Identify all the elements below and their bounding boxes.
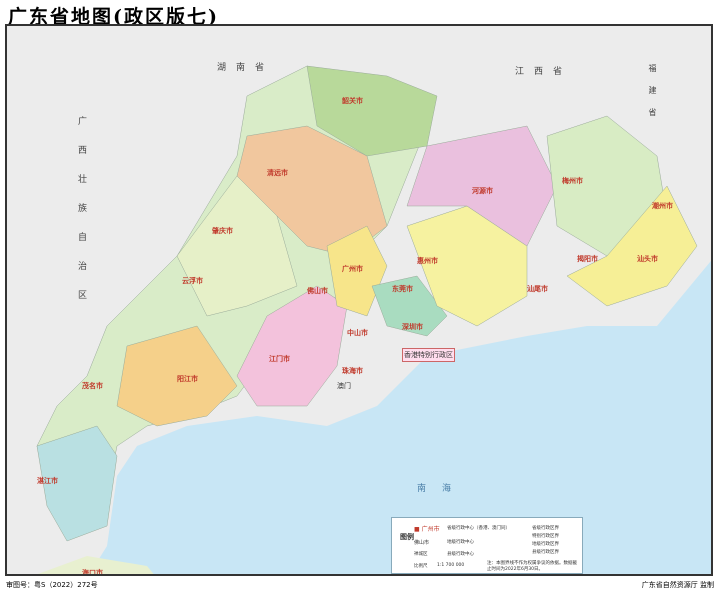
hainan [37,556,154,574]
legend-title: 图例 [400,533,414,541]
approval-number: 审图号：粤S（2022）272号 [6,581,98,589]
city-label[interactable]: 湛江市 [37,477,58,485]
label-fujian: 福建省 [648,64,657,130]
city-label[interactable]: 茂名市 [82,382,103,390]
city-label[interactable]: 清远市 [267,169,288,177]
legend-line-sar: 特别行政区界 [532,534,559,539]
legend-note: 注：本图界线不作为权属争议的依据。数据截止时间为2022年6月30日。 [487,561,577,572]
zhanjiang [36,425,118,542]
city-label[interactable]: 肇庆市 [212,227,233,235]
legend-county-center: 禅城区 [414,552,428,557]
legend-line-provincial: 省级行政区界 [532,526,559,531]
city-label[interactable]: 揭阳市 [577,255,598,263]
city-label[interactable]: 惠州市 [417,257,438,265]
maoming-yangjiang [116,325,238,427]
city-label[interactable]: 汕头市 [637,255,658,263]
label-jiangxi: 江西省 [515,67,573,77]
label-south-china-sea: 南海 [417,484,468,494]
city-label[interactable]: 梅州市 [562,177,583,185]
map-legend: 图例 ■ 广州市 省级行政中心（香港、澳门同） 佛山市 地级行政中心 禅城区 县… [391,517,583,574]
legend-scale: 1:1 700 000 [437,563,465,568]
label-hunan: 湖南省 [217,63,275,73]
city-label[interactable]: 河源市 [472,187,493,195]
dongguan-shenzhen [371,275,448,337]
city-label[interactable]: 深圳市 [402,323,423,331]
legend-line-county: 县级行政区界 [532,550,559,555]
city-label[interactable]: 中山市 [347,329,368,337]
city-label[interactable]: 广州市 [342,265,363,273]
label-hongkong[interactable]: 香港特别行政区 [402,348,455,362]
legend-county-desc: 县级行政中心 [447,552,474,557]
city-label[interactable]: 韶关市 [342,97,363,105]
city-label[interactable]: 东莞市 [392,285,413,293]
heyuan [406,125,558,247]
city-label[interactable]: 江门市 [269,355,290,363]
legend-provincial-desc: 省级行政中心（香港、澳门同） [447,526,510,531]
legend-text: 广州市 [421,526,440,533]
city-label[interactable]: 汕尾市 [527,285,548,293]
label-haikou[interactable]: 海口市 [82,569,103,576]
map-shapes [7,26,711,574]
city-label[interactable]: 佛山市 [307,287,328,295]
chaoshan [566,185,698,307]
legend-prefecture-desc: 地级行政中心 [447,540,474,545]
pearl-delta [236,285,348,407]
legend-scale-label: 比例尺 [414,564,428,569]
label-guangxi: 广西壮族自治区 [76,116,86,319]
legend-provincial-center: ■ 广州市 [414,526,440,533]
label-macau[interactable]: 澳门 [337,382,351,390]
zhaoqing [176,175,298,317]
city-label[interactable]: 潮州市 [652,202,673,210]
producer: 广东省自然资源厅 监制 [641,581,714,589]
legend-prefecture-center: 佛山市 [414,540,430,546]
legend-line-prefecture: 地级行政区界 [532,542,559,547]
city-label[interactable]: 阳江市 [177,375,198,383]
map-title: 广东省地图(政区版七) [8,6,219,28]
map-canvas[interactable]: 湖南省 江西省 福建省 广西壮族自治区 南海 广州市 韶关市 清远市 肇庆市 云… [5,24,713,576]
city-label[interactable]: 珠海市 [342,367,363,375]
city-label[interactable]: 云浮市 [182,277,203,285]
